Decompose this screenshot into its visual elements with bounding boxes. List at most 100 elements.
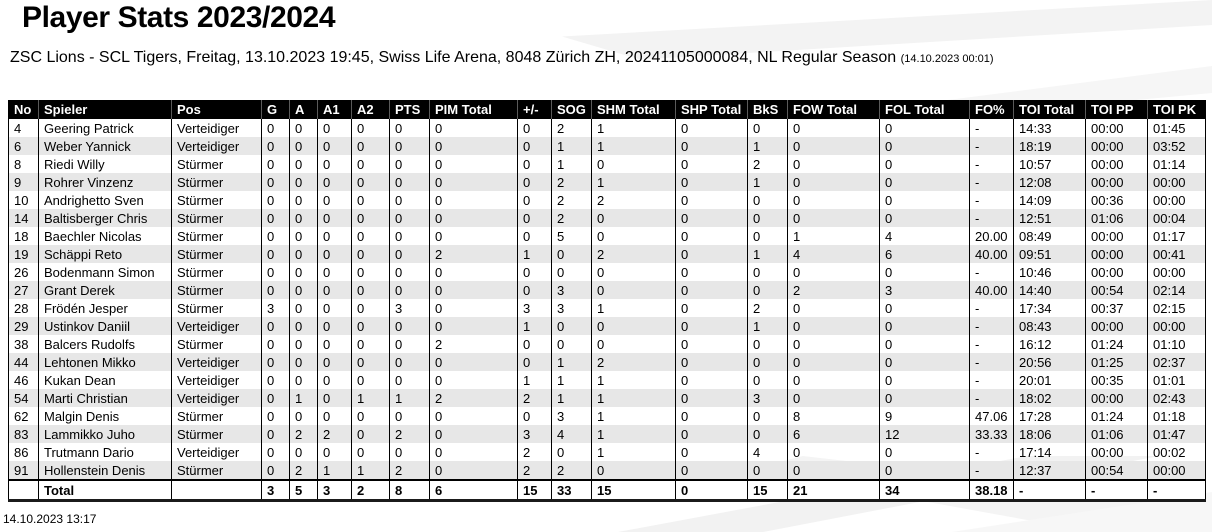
table-cell: 00:37 (1085, 299, 1148, 317)
table-cell: 0 (351, 353, 390, 371)
total-cell: 6 (429, 479, 518, 501)
table-cell: 0 (351, 191, 390, 209)
table-cell: 0 (389, 137, 430, 155)
table-cell: 12:37 (1013, 461, 1086, 480)
table-cell: 0 (389, 191, 430, 209)
table-cell: 0 (351, 155, 390, 173)
table-cell: - (969, 335, 1014, 353)
table-cell: 0 (351, 245, 390, 263)
column-header: +/- (517, 100, 552, 119)
table-cell: Schäppi Reto (38, 245, 172, 263)
table-cell: 0 (261, 443, 290, 461)
table-cell: 0 (317, 137, 352, 155)
table-cell: 0 (675, 443, 748, 461)
table-cell: Verteidiger (171, 317, 262, 335)
table-cell: 0 (591, 209, 676, 227)
table-cell: 0 (551, 335, 592, 353)
table-cell: Weber Yannick (38, 137, 172, 155)
table-row: 83 Lammikko Juho Stürmer 0 2 2 0 2 0 3 4 1 0 0 6 12 33.3… (8, 425, 1206, 443)
table-cell: 4 (551, 425, 592, 443)
table-cell: 0 (591, 461, 676, 480)
table-cell: 0 (747, 191, 788, 209)
total-cell: 3 (317, 479, 352, 501)
table-cell: 2 (551, 119, 592, 137)
table-cell: 2 (787, 281, 880, 299)
table-cell: Riedi Willy (38, 155, 172, 173)
table-cell: 1 (551, 371, 592, 389)
table-cell: 14 (8, 209, 39, 227)
table-cell: 2 (517, 443, 552, 461)
table-cell: 0 (289, 299, 318, 317)
column-header: G (261, 100, 290, 119)
table-cell: 1 (591, 407, 676, 425)
table-row: 46 Kukan Dean Verteidiger 0 0 0 0 0 0 1 1 1 0 0 0 0-20:… (8, 371, 1206, 389)
table-cell: - (969, 155, 1014, 173)
table-cell: 0 (351, 407, 390, 425)
table-cell: - (969, 119, 1014, 137)
total-cell: - (1085, 479, 1148, 501)
table-cell: 00:04 (1147, 209, 1206, 227)
table-cell: 0 (351, 335, 390, 353)
table-cell: 0 (289, 335, 318, 353)
table-cell: 2 (389, 425, 430, 443)
table-cell: 0 (317, 191, 352, 209)
table-cell: - (969, 371, 1014, 389)
table-cell: 0 (429, 119, 518, 137)
table-cell: 0 (879, 299, 970, 317)
table-cell: 0 (289, 209, 318, 227)
table-cell: 0 (261, 425, 290, 443)
table-cell: 02:14 (1147, 281, 1206, 299)
table-cell: 0 (879, 371, 970, 389)
table-cell: 0 (747, 335, 788, 353)
table-cell: 0 (389, 281, 430, 299)
table-cell: 0 (317, 371, 352, 389)
table-cell: 1 (591, 371, 676, 389)
table-cell: 1 (551, 389, 592, 407)
table-cell: 0 (261, 407, 290, 425)
total-cell: - (1013, 479, 1086, 501)
total-cell: 2 (351, 479, 390, 501)
table-row: 26 Bodenmann Simon Stürmer 0 0 0 0 0 0 0 0 0 0 0 0 0-10… (8, 263, 1206, 281)
total-cell: 34 (879, 479, 970, 501)
table-cell: 0 (289, 263, 318, 281)
table-cell: 2 (289, 461, 318, 480)
column-header: TOI PK (1147, 100, 1206, 119)
table-cell: 1 (591, 299, 676, 317)
table-cell: 1 (591, 173, 676, 191)
table-cell: 00:00 (1085, 443, 1148, 461)
table-cell: 0 (389, 227, 430, 245)
table-cell: 0 (389, 443, 430, 461)
table-cell: 0 (289, 317, 318, 335)
table-cell: 0 (317, 317, 352, 335)
table-cell: 00:00 (1147, 461, 1206, 480)
table-cell: 8 (787, 407, 880, 425)
table-cell: 0 (787, 371, 880, 389)
table-cell: 0 (317, 245, 352, 263)
table-cell: - (969, 353, 1014, 371)
table-cell: 0 (317, 155, 352, 173)
table-cell: 00:00 (1085, 263, 1148, 281)
table-cell: 0 (591, 263, 676, 281)
table-cell: 46 (8, 371, 39, 389)
table-cell: 0 (591, 335, 676, 353)
table-cell: 0 (261, 389, 290, 407)
table-cell: 1 (747, 173, 788, 191)
table-cell: 0 (787, 173, 880, 191)
table-cell: 0 (517, 155, 552, 173)
column-header: FOL Total (879, 100, 970, 119)
table-cell: 0 (591, 317, 676, 335)
table-cell: Stürmer (171, 209, 262, 227)
table-cell: 0 (591, 227, 676, 245)
total-cell: 8 (389, 479, 430, 501)
table-cell: 1 (351, 389, 390, 407)
table-cell: 1 (351, 461, 390, 480)
table-cell: Stürmer (171, 407, 262, 425)
table-cell: 17:34 (1013, 299, 1086, 317)
table-cell: 40.00 (969, 281, 1014, 299)
table-cell: 1 (551, 137, 592, 155)
table-cell: 2 (591, 353, 676, 371)
table-cell: 0 (429, 461, 518, 480)
table-cell: 2 (389, 461, 430, 480)
table-cell: 1 (591, 137, 676, 155)
table-cell: 00:00 (1085, 155, 1148, 173)
